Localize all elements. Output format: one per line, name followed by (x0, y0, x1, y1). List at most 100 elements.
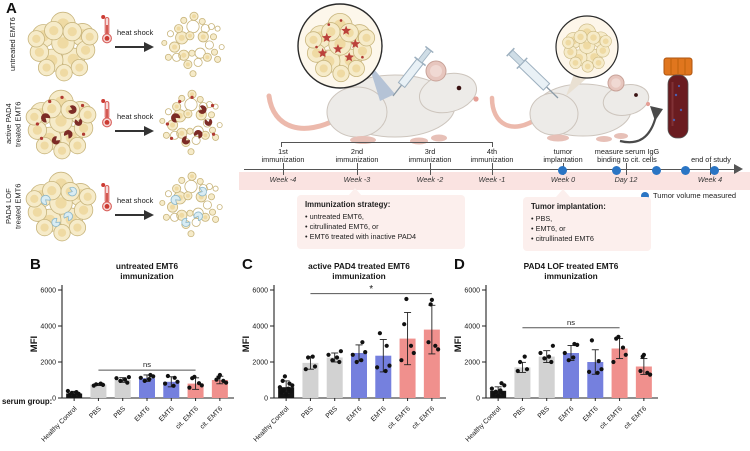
tumor-volume-dot (612, 165, 621, 175)
svg-text:cit. EMT6: cit. EMT6 (175, 405, 200, 430)
svg-text:cit. EMT6: cit. EMT6 (199, 405, 224, 430)
heat-shock-arrow-icon (115, 126, 155, 136)
svg-text:Healthy Control: Healthy Control (464, 405, 502, 443)
row-label-active-pad4: active PAD4 treated EMT6 (4, 101, 23, 147)
cell-cluster-active-pad4 (25, 89, 97, 160)
svg-text:*: * (369, 284, 373, 295)
magnified-citrullinated-cells (304, 12, 376, 83)
timeline-tick (492, 163, 494, 175)
svg-text:6000: 6000 (40, 287, 56, 294)
mouse-eye (634, 93, 638, 97)
magnified-tumor-cells (562, 23, 612, 73)
chart-active-pad4-emt6: active PAD4 treated EMT6 immunization 0 200… (234, 258, 450, 451)
svg-text:EMT6: EMT6 (370, 405, 388, 423)
svg-text:cit. EMT6: cit. EMT6 (599, 405, 624, 430)
svg-text:4000: 4000 (252, 323, 268, 330)
syringe-icon (392, 45, 434, 97)
mouse-eye (456, 85, 462, 91)
chart-untreated-emt6: untreated EMT6 immunization 0 2000 4000 6000 M… (22, 258, 238, 451)
timeline-event-4th-immunization: 4th immunization (470, 146, 514, 164)
tumor-implantation-title: Tumor implantation: (531, 202, 606, 211)
svg-text:EMT6: EMT6 (158, 405, 176, 423)
heat-shock-label: heat shock (117, 28, 154, 37)
mouse-tail (489, 95, 541, 129)
immunization-strategy-item: • untreated EMT6, (305, 211, 364, 221)
svg-text:ns: ns (143, 360, 151, 369)
svg-text:PBS: PBS (325, 405, 340, 420)
callout-pointer-icon (348, 188, 362, 196)
immunization-mouse-scene (266, 3, 479, 145)
tumor-implantation-item: • EMT6, or (531, 224, 566, 234)
svg-text:immunization: immunization (332, 271, 385, 281)
blood-tube-icon (663, 57, 693, 139)
tumor-volume-legend-label: Tumor volume measured (653, 191, 737, 200)
panel-c-label: C (242, 256, 253, 273)
timeline-week-minus4: Week -4 (269, 175, 297, 184)
cell-cluster-pad4-lof-heatshocked (159, 171, 223, 238)
timeline-tick (430, 163, 432, 175)
svg-text:Healthy Control: Healthy Control (252, 405, 290, 443)
heat-shock-label: heat shock (117, 112, 154, 121)
svg-text:0: 0 (476, 395, 480, 402)
timeline-week-0: Week 0 (550, 175, 576, 184)
cell-cluster-pad4-lof (25, 171, 97, 242)
tumor-volume-dot (710, 165, 719, 175)
svg-text:Healthy Control: Healthy Control (40, 405, 78, 443)
svg-text:2000: 2000 (40, 359, 56, 366)
svg-text:2000: 2000 (464, 359, 480, 366)
svg-text:MFI: MFI (29, 336, 40, 352)
timeline-week-4: Week 4 (697, 175, 723, 184)
svg-text:4000: 4000 (40, 323, 56, 330)
svg-text:PBS: PBS (300, 405, 315, 420)
svg-text:immunization: immunization (120, 271, 173, 281)
thermometer-icon (101, 99, 112, 128)
timeline-event-3rd-immunization: 3rd immunization (408, 146, 452, 164)
svg-text:6000: 6000 (252, 287, 268, 294)
tumor-volume-dot (558, 165, 567, 175)
svg-text:untreated EMT6: untreated EMT6 (116, 261, 179, 271)
timeline-week-minus1: Week -1 (478, 175, 506, 184)
mouse-nose (473, 96, 479, 102)
panel-a-label: A (6, 0, 17, 17)
immunization-bracket (281, 142, 493, 148)
row-label-untreated-emt6: untreated EMT6 (8, 17, 17, 71)
mouse-tail (266, 93, 342, 131)
svg-text:active PAD4 treated EMT6: active PAD4 treated EMT6 (308, 261, 410, 271)
cell-cluster-untreated-heatshocked (161, 11, 225, 78)
row-label-pad4-lof: PAD4 LOF treated EMT6 (4, 183, 23, 229)
thermometer-icon (101, 15, 112, 44)
mouse-foot (614, 133, 628, 139)
mouse-haunch (529, 92, 579, 136)
serum-group-label: serum group: (2, 397, 53, 406)
svg-text:EMT6: EMT6 (134, 405, 152, 423)
timeline-week-minus2: Week -2 (416, 175, 444, 184)
timeline-tick (283, 163, 285, 175)
timeline-event-end-of-study: end of study (691, 154, 731, 164)
immunization-strategy-callout: Immunization strategy: • untreated EMT6,… (297, 195, 465, 249)
immunization-strategy-title: Immunization strategy: (305, 200, 391, 209)
mouse-foot (596, 136, 612, 142)
svg-text:4000: 4000 (464, 323, 480, 330)
tumor-implantation-callout: Tumor implantation: • PBS, • EMT6, or • … (523, 197, 651, 251)
timeline-tick (357, 163, 359, 175)
serum-arrow (619, 115, 658, 144)
svg-text:cit. EMT6: cit. EMT6 (387, 405, 412, 430)
timeline-event-measure-serum-igg: measure serum IgG binding to cit. cells (594, 146, 660, 164)
timeline-arrowhead-icon (734, 164, 743, 174)
svg-text:cit. EMT6: cit. EMT6 (623, 405, 648, 430)
svg-text:EMT6: EMT6 (582, 405, 600, 423)
svg-text:PBS: PBS (512, 405, 527, 420)
tumor-volume-dot (652, 165, 661, 175)
mouse-ear-inner (611, 78, 621, 88)
svg-text:0: 0 (264, 395, 268, 402)
svg-text:6000: 6000 (464, 287, 480, 294)
tumor-implantation-item: • PBS, (531, 213, 553, 223)
panel-d-label: D (454, 256, 465, 273)
thermometer-icon (101, 183, 112, 212)
svg-text:0: 0 (52, 395, 56, 402)
mouse-nose (645, 101, 651, 107)
syringe-icon (506, 47, 559, 99)
svg-text:cit. EMT6: cit. EMT6 (411, 405, 436, 430)
svg-text:EMT6: EMT6 (346, 405, 364, 423)
